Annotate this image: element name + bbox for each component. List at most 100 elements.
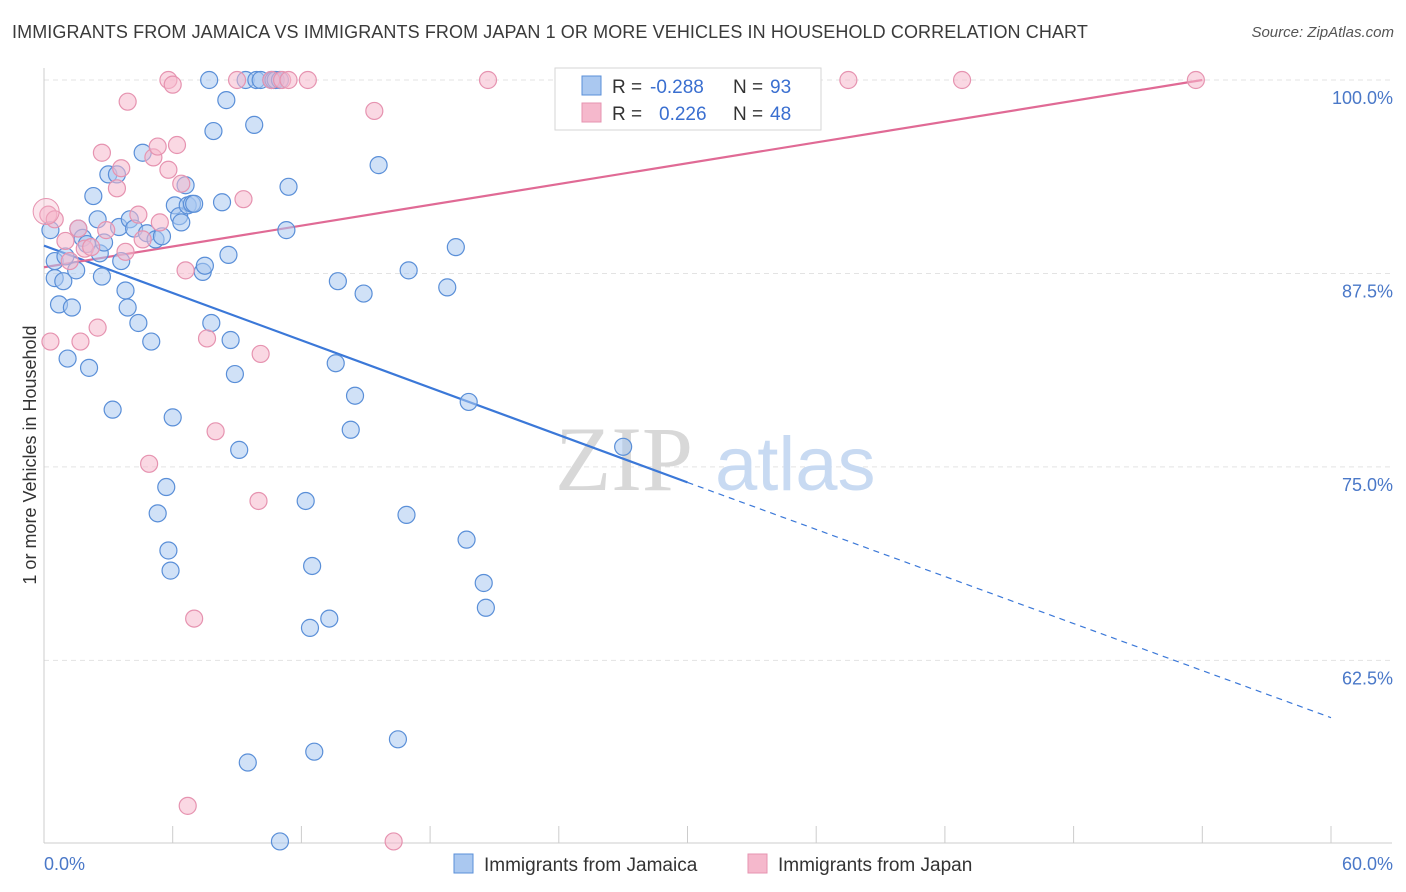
legend-jamaica-swatch: [453, 853, 474, 874]
jamaica-point: [305, 742, 324, 761]
japan-point: [148, 137, 167, 156]
japan-point: [1186, 70, 1205, 90]
japan-point: [279, 70, 298, 90]
chart-title: IMMIGRANTS FROM JAMAICA VS IMMIGRANTS FR…: [12, 22, 1088, 42]
jamaica-point: [84, 186, 103, 206]
jamaica-point: [202, 313, 221, 333]
japan-point: [227, 70, 247, 90]
jamaica-point: [172, 213, 191, 232]
stats-japan-swatch: [581, 102, 602, 123]
japan-point: [107, 179, 127, 198]
japan-point: [32, 198, 60, 226]
jamaica-point: [476, 598, 495, 617]
y-tick-label: 62.5%: [1342, 668, 1393, 688]
jamaica-point: [230, 440, 249, 459]
jamaica-point: [457, 530, 476, 549]
jamaica-point: [279, 177, 298, 196]
legend-japan-swatch: [747, 853, 768, 874]
jamaica-point: [79, 358, 99, 377]
tick-labels: 100.0% 87.5% 75.0% 62.5% 0.0% 60.0%: [44, 88, 1393, 874]
japan-point: [206, 422, 225, 441]
japan-point: [69, 219, 88, 238]
japan-point: [82, 238, 101, 257]
stats-jamaica-n-value: 93: [770, 77, 791, 98]
jamaica-point: [397, 505, 416, 524]
japan-point: [185, 609, 204, 628]
jamaica-point: [221, 330, 240, 350]
jamaica-point: [62, 298, 81, 317]
jamaica-point: [54, 272, 73, 291]
jamaica-point: [118, 298, 137, 317]
japan-point: [71, 332, 90, 351]
japan-point: [176, 261, 195, 280]
jamaica-point: [303, 556, 322, 576]
japan-point: [952, 70, 972, 90]
japan-point: [159, 160, 178, 179]
jamaica-point: [142, 332, 161, 351]
jamaica-point: [354, 284, 373, 303]
japan-point: [163, 75, 182, 94]
jamaica-point: [157, 477, 176, 497]
jamaica-trend-extension: [687, 481, 1332, 719]
japan-point: [112, 159, 131, 178]
japan-point: [251, 344, 270, 364]
jamaica-trend-line: [43, 244, 688, 484]
jamaica-point: [159, 541, 178, 560]
jamaica-point: [399, 261, 418, 280]
jamaica-point: [163, 408, 182, 427]
jamaica-point: [328, 272, 347, 291]
japan-point: [133, 230, 152, 249]
jamaica-point: [300, 618, 320, 637]
jamaica-point: [116, 281, 135, 300]
jamaica-point: [185, 194, 204, 213]
japan-point: [234, 190, 253, 209]
japan-trend-line: [43, 78, 1203, 269]
jamaica-point: [161, 561, 180, 580]
jamaica-point: [369, 156, 388, 175]
japan-point: [41, 332, 60, 351]
watermark: ZIP atlas: [555, 408, 876, 510]
jamaica-point: [217, 91, 236, 110]
japan-point: [839, 70, 858, 90]
japan-point: [129, 205, 148, 224]
japan-point: [92, 143, 112, 162]
jamaica-point: [58, 349, 77, 368]
jamaica-point: [204, 121, 223, 141]
jamaica-point: [277, 221, 296, 240]
stats-japan-r-label: R =: [612, 104, 642, 125]
jamaica-point: [92, 267, 112, 286]
trend-lines: [43, 78, 1332, 719]
japan-point: [249, 491, 268, 511]
jamaica-point: [219, 245, 238, 264]
japan-point: [172, 174, 191, 193]
japan-point: [118, 92, 137, 111]
japan-point: [478, 70, 498, 90]
y-tick-label: 75.0%: [1342, 475, 1393, 495]
jamaica-point: [326, 354, 345, 373]
y-axis-label: 1 or more Vehicles in Household: [20, 325, 40, 584]
jamaica-point: [320, 609, 339, 628]
japan-point: [167, 135, 187, 155]
jamaica-point: [129, 313, 148, 333]
japan-point: [197, 329, 217, 348]
japan-point: [178, 796, 197, 815]
jamaica-point: [238, 753, 257, 772]
series-legend: Immigrants from Jamaica Immigrants from …: [453, 853, 972, 876]
stats-legend: R = -0.288 N = 93 R = 0.226 N = 48: [554, 67, 822, 131]
jamaica-point: [341, 420, 360, 439]
stats-jamaica-n-label: N =: [733, 77, 763, 98]
jamaica-point: [345, 386, 365, 405]
y-tick-label: 100.0%: [1332, 88, 1393, 108]
japan-point: [365, 101, 384, 121]
x-tick-label: 0.0%: [44, 854, 85, 874]
jamaica-point: [614, 437, 633, 456]
jamaica-point: [148, 504, 167, 523]
source-credit: Source: ZipAtlas.com: [1251, 24, 1394, 41]
jamaica-point: [296, 491, 315, 511]
watermark-atlas: atlas: [715, 422, 876, 507]
jamaica-point: [200, 70, 219, 90]
jamaica-point: [103, 400, 122, 419]
jamaica-point: [225, 364, 245, 384]
jamaica-point: [438, 278, 457, 297]
